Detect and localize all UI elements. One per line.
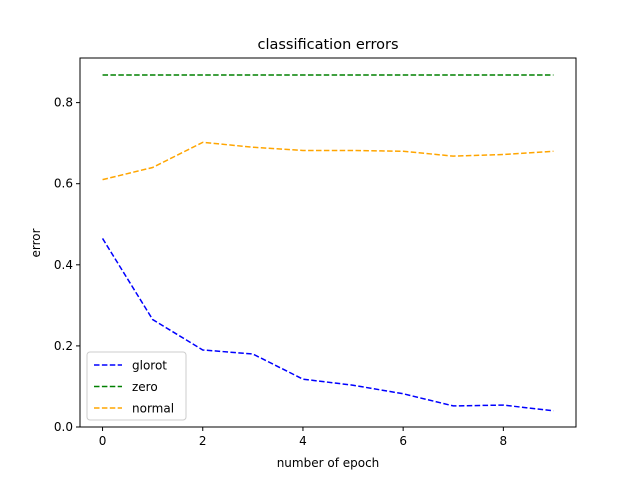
chart-title: classification errors — [257, 37, 398, 53]
y-tick-label: 0.4 — [54, 258, 73, 272]
x-tick-label: 8 — [500, 434, 508, 448]
series-line-normal — [102, 141, 554, 181]
x-tick-label: 2 — [199, 434, 207, 448]
y-tick-label: 0.0 — [54, 420, 73, 434]
legend-label-zero: zero — [132, 380, 158, 394]
y-tick-label: 0.2 — [54, 339, 73, 353]
series-line-glorot — [101, 238, 554, 412]
y-tick-label: 0.6 — [54, 177, 73, 191]
legend-label-glorot: glorot — [132, 359, 167, 373]
legend: glorot zero normal — [86, 351, 187, 421]
x-tick-label: 6 — [399, 434, 407, 448]
plot-marks — [101, 74, 554, 412]
legend-box — [86, 351, 187, 421]
legend-label-normal: normal — [132, 402, 174, 416]
x-tick-label: 0 — [99, 434, 107, 448]
plot-frame — [79, 57, 577, 428]
y-axis-label: error — [29, 228, 43, 257]
x-axis-label: number of epoch — [277, 456, 380, 470]
x-tick-label: 4 — [299, 434, 307, 448]
y-tick-label: 0.8 — [54, 96, 73, 110]
